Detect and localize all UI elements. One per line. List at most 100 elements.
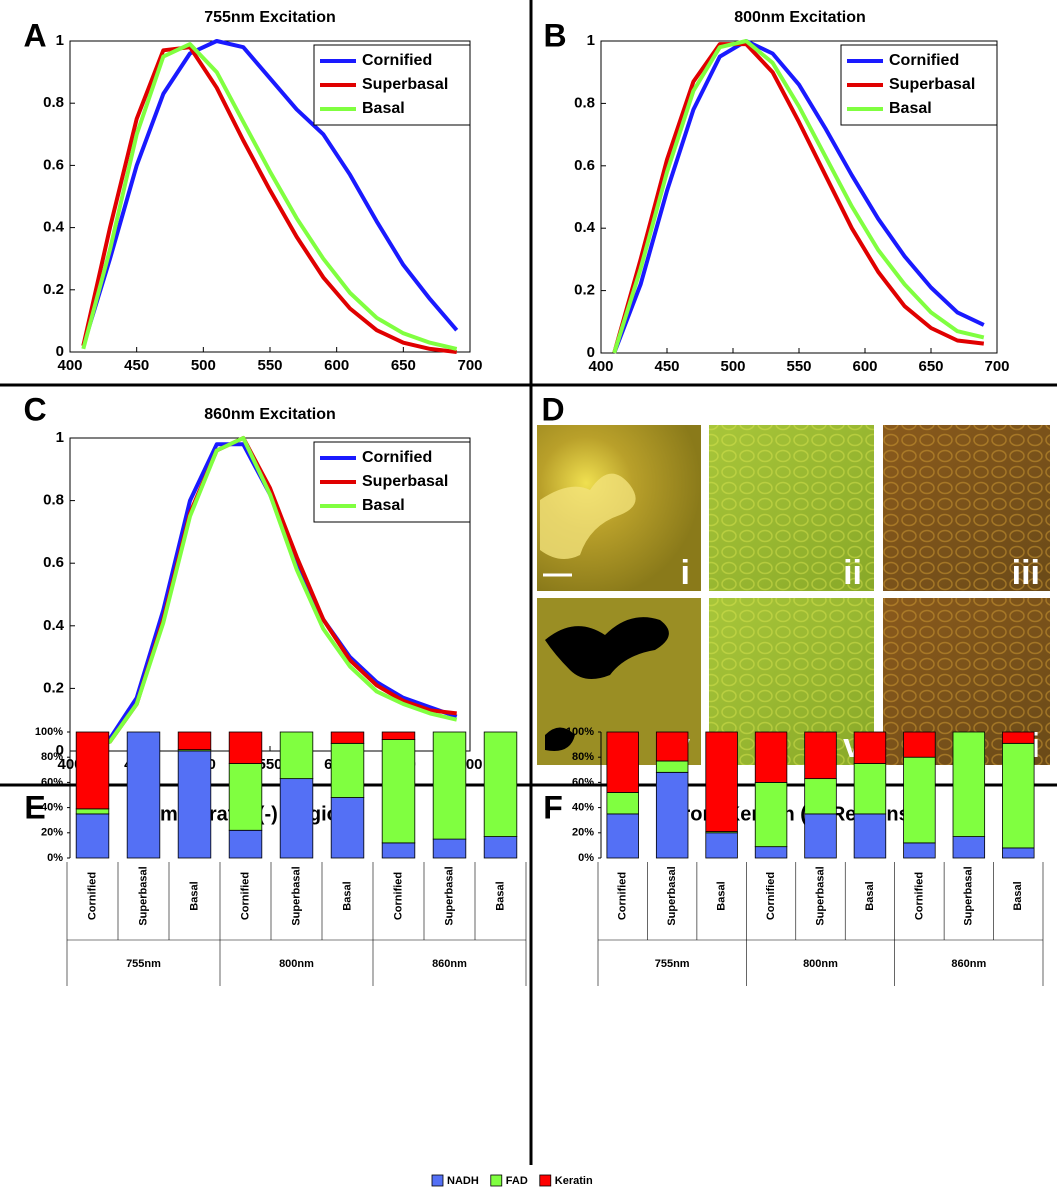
x-tick-label: 650 (918, 358, 943, 375)
line-series (81, 45, 457, 354)
x-tick-label: 700 (984, 358, 1009, 375)
bar-segment (75, 731, 110, 810)
group-label: 755nm (126, 958, 161, 970)
panel-label: D (541, 391, 564, 427)
panel-label: B (543, 17, 566, 53)
chart-title: 800nm Excitation (734, 9, 866, 26)
bar-segment (903, 756, 936, 844)
legend-swatch (539, 1174, 552, 1187)
x-tick-label: 450 (124, 357, 149, 374)
bar-segment (754, 846, 788, 859)
x-tick-label: Cornified (86, 872, 98, 920)
x-tick-label: Basal (716, 881, 728, 910)
bar-segment (483, 836, 518, 859)
group-label: 800nm (279, 958, 314, 970)
legend-label: Superbasal (362, 76, 448, 93)
bar-segment (177, 731, 212, 751)
y-tick-label: 60% (41, 776, 63, 788)
y-tick-label: 0.6 (574, 157, 595, 174)
x-tick-label: 550 (257, 357, 282, 374)
bar-segment (279, 731, 314, 780)
panel-label: F (543, 789, 563, 825)
bar-segment (1002, 847, 1035, 859)
line-series (81, 39, 459, 347)
bar-segment (705, 731, 738, 832)
y-tick-label: 0 (587, 344, 595, 361)
bar-segment (606, 731, 639, 793)
micrograph-texture (709, 425, 874, 591)
bar-segment (853, 813, 887, 859)
bar-segment (330, 731, 365, 744)
x-tick-label: Superbasal (443, 866, 455, 925)
chart-title: 755nm Excitation (204, 9, 336, 26)
group-label: 800nm (803, 958, 838, 970)
y-tick-label: 20% (572, 827, 594, 839)
x-tick-label: 450 (654, 358, 679, 375)
x-tick-label: Cornified (617, 872, 629, 920)
micrograph-texture (883, 425, 1050, 591)
bar-segment (1002, 742, 1035, 849)
y-tick-label: 0.2 (574, 282, 595, 299)
x-tick-label: Superbasal (290, 866, 302, 925)
y-tick-label: 0.4 (574, 219, 596, 236)
x-tick-label: 400 (57, 357, 82, 374)
y-tick-label: 0.6 (43, 156, 64, 173)
bar-segment (804, 731, 837, 780)
bar-segment (381, 739, 416, 844)
legend-swatch (490, 1174, 503, 1187)
group-label: 860nm (951, 958, 986, 970)
x-tick-label: 600 (852, 358, 877, 375)
x-tick-label: 500 (720, 358, 745, 375)
bar-segment (279, 778, 314, 859)
bar-segment (1002, 731, 1035, 744)
bar-segment (330, 797, 365, 859)
y-tick-label: 40% (572, 802, 594, 814)
bar-segment (903, 731, 936, 758)
line-series (82, 436, 458, 753)
bar-segment (381, 842, 416, 859)
y-tick-label: 1 (56, 32, 64, 49)
y-tick-label: 1 (56, 429, 64, 446)
bar-segment (432, 731, 467, 840)
y-tick-label: 1 (587, 32, 595, 49)
image-label: iii (1012, 554, 1040, 592)
y-tick-label: 0% (47, 852, 63, 864)
x-tick-label: 650 (391, 357, 416, 374)
legend-label: Cornified (362, 449, 432, 466)
line-series (81, 42, 458, 351)
bar-segment (228, 731, 263, 764)
bar-segment (75, 813, 110, 859)
bar-segment (432, 838, 467, 859)
bar-segment (606, 792, 639, 815)
bar-segment (754, 782, 788, 848)
panel-label: C (23, 391, 46, 427)
y-tick-label: 0.8 (43, 94, 64, 111)
legend-label: NADH (447, 1175, 479, 1187)
bar-segment (606, 813, 639, 859)
legend-label: FAD (506, 1175, 528, 1187)
y-tick-label: 60% (572, 776, 594, 788)
bar-segment (483, 731, 518, 837)
y-tick-label: 80% (41, 751, 63, 763)
y-tick-label: 40% (41, 802, 63, 814)
x-tick-label: Basal (1012, 881, 1024, 910)
x-tick-label: Superbasal (137, 866, 149, 925)
y-tick-label: 0 (56, 343, 64, 360)
bar-segment (804, 778, 837, 815)
y-tick-label: 0.2 (43, 281, 64, 298)
micrograph-mask (545, 617, 669, 751)
bar-segment (655, 731, 689, 762)
bar-segment (228, 763, 263, 831)
bar-segment (177, 750, 212, 859)
micrograph-feature (540, 473, 636, 559)
x-tick-label: Superbasal (814, 866, 826, 925)
bar-segment (952, 731, 986, 837)
legend-label: Keratin (555, 1175, 593, 1187)
y-tick-label: 0.8 (574, 94, 595, 111)
y-tick-label: 100% (35, 726, 63, 738)
line-series (612, 39, 985, 354)
x-tick-label: Basal (864, 881, 876, 910)
y-tick-label: 0.8 (43, 492, 64, 509)
bar-segment (853, 731, 887, 764)
